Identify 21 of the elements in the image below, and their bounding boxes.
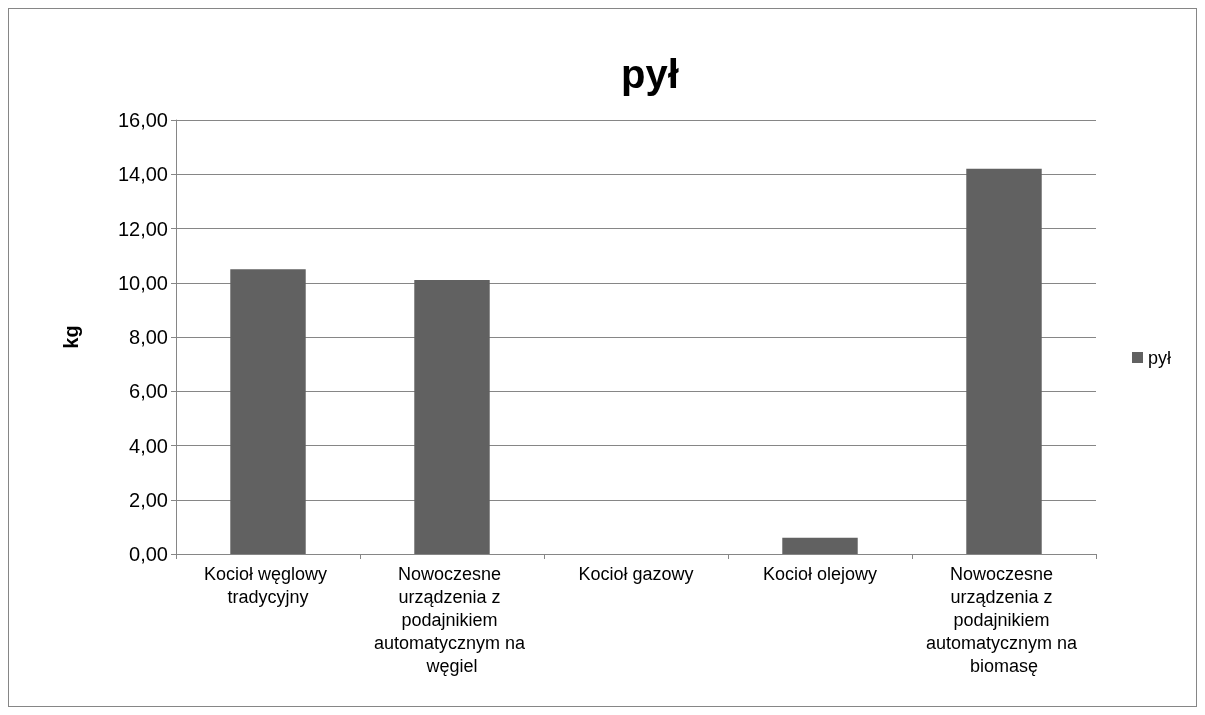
y-tick-label: 16,00 — [117, 109, 168, 131]
y-tick-label: 10,00 — [117, 271, 168, 294]
x-tick-label: Kocioł węglowy tradycyjny — [203, 563, 333, 607]
y-tick-label: 0,00 — [129, 543, 168, 565]
x-tick-label: Kocioł olejowy — [762, 563, 878, 584]
y-tick-label: 2,00 — [129, 488, 168, 511]
y-tick-label: 12,00 — [117, 217, 168, 240]
y-tick-label: 6,00 — [129, 380, 168, 403]
y-tick-label: 4,00 — [129, 434, 168, 457]
x-tick-label: Nowoczesne urządzenia z podajnikiem automatycznym na biomasę — [925, 563, 1083, 676]
bar — [230, 269, 306, 554]
y-tick-label: 8,00 — [129, 326, 168, 348]
bar — [782, 537, 858, 554]
chart-title: pył — [621, 52, 679, 96]
x-tick-label: Kocioł gazowy — [578, 563, 694, 584]
bar — [966, 168, 1042, 554]
legend-label: pył — [1147, 347, 1172, 368]
bar — [414, 280, 490, 554]
y-tick-label: 14,00 — [117, 163, 168, 186]
y-axis-title: kg — [60, 325, 82, 349]
x-tick-label: Nowoczesne urządzenia z podajnikiem automatycznym na węgiel — [373, 563, 531, 676]
